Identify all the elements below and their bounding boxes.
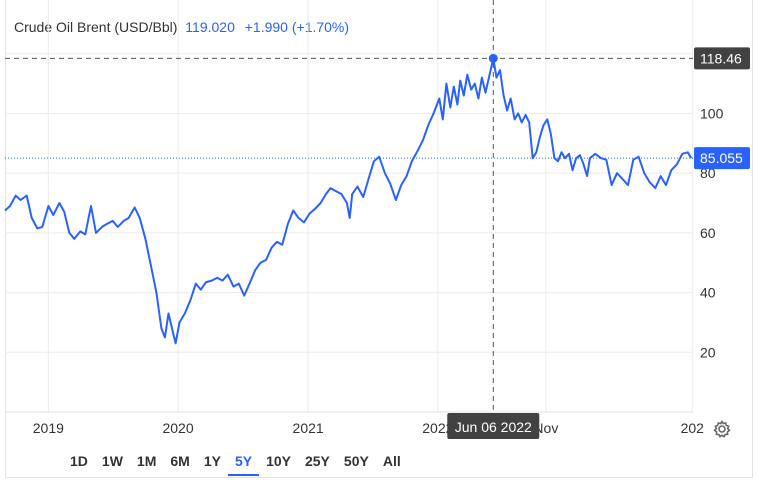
crosshair-date-label: Jun 06 2022 bbox=[447, 413, 540, 439]
y-tick-label: 100 bbox=[700, 105, 724, 121]
range-button-1w[interactable]: 1W bbox=[101, 453, 123, 469]
gear-icon[interactable] bbox=[712, 419, 732, 439]
crosshair-point bbox=[488, 53, 498, 63]
y-tick-label: 60 bbox=[700, 225, 716, 241]
grid-lines bbox=[5, 0, 693, 413]
crosshair-price-text: 118.46 bbox=[700, 50, 742, 66]
range-button-25y[interactable]: 25Y bbox=[304, 453, 330, 469]
range-button-5y[interactable]: 5Y bbox=[227, 446, 260, 476]
last-price-text: 85.055 bbox=[700, 150, 743, 166]
chart-legend: Crude Oil Brent (USD/Bbl) 119.020 +1.990… bbox=[14, 19, 349, 35]
range-button-10y[interactable]: 10Y bbox=[266, 453, 291, 469]
y-axis-ticks: 20406080100120 bbox=[700, 46, 724, 361]
y-tick-label: 80 bbox=[700, 165, 716, 181]
legend-value: 119.020 bbox=[185, 19, 235, 35]
x-tick-label: 2019 bbox=[33, 420, 64, 436]
price-series-line bbox=[4, 57, 693, 345]
crosshair-price-label: 118.46 bbox=[694, 47, 750, 70]
x-tick-label: 2022 bbox=[422, 420, 453, 436]
x-tick-label: 2020 bbox=[162, 420, 193, 436]
instrument-name: Crude Oil Brent (USD/Bbl) bbox=[14, 19, 178, 35]
x-tick-label: Nov bbox=[533, 420, 558, 436]
range-button-1y[interactable]: 1Y bbox=[203, 453, 221, 469]
x-axis-ticks: 2019 2020 2021 2022 Nov 202 bbox=[33, 420, 704, 436]
range-button-6m[interactable]: 6M bbox=[170, 453, 190, 469]
range-button-50y[interactable]: 50Y bbox=[343, 453, 369, 469]
last-price-label: 85.055 bbox=[694, 147, 750, 170]
y-tick-label: 20 bbox=[700, 344, 716, 360]
x-tick-label: 2021 bbox=[293, 420, 324, 436]
y-tick-label: 40 bbox=[700, 285, 716, 301]
x-tick-label: 202 bbox=[681, 420, 705, 436]
legend-change: +1.990 (+1.70%) bbox=[244, 19, 350, 35]
range-button-1m[interactable]: 1M bbox=[136, 453, 157, 469]
range-button-all[interactable]: All bbox=[382, 453, 401, 469]
crosshair-date-text: Jun 06 2022 bbox=[455, 419, 532, 435]
chart-frame bbox=[5, 0, 753, 478]
range-button-1d[interactable]: 1D bbox=[70, 453, 88, 469]
range-selector: 1D 1W 1M 6M 1Y 5Y 10Y 25Y 50Y All bbox=[63, 446, 408, 476]
